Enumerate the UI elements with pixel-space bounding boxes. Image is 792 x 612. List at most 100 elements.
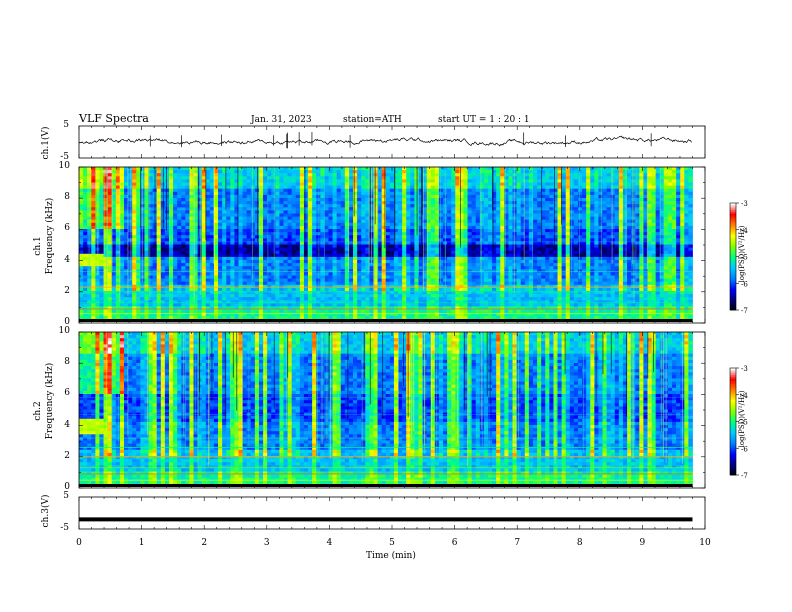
spectrogram-cell: [606, 176, 612, 180]
spectrogram-cell: [418, 213, 423, 217]
spectrogram-cell: [242, 263, 248, 267]
spectrogram-cell: [299, 201, 305, 205]
spectrogram-cell: [627, 247, 632, 252]
spectrogram-cell: [328, 198, 333, 202]
spectrogram-cell: [614, 263, 620, 267]
spectrogram-cell: [328, 241, 333, 245]
spectrogram-cell: [532, 219, 538, 224]
spectrogram-cell: [79, 219, 84, 224]
spectrogram-cell: [455, 176, 460, 180]
spectrogram-cell: [598, 232, 603, 236]
spectrogram-cell: [377, 176, 383, 180]
spectrogram-cell: [164, 188, 170, 193]
spectrogram-cell: [426, 176, 432, 180]
spectrogram-cell: [263, 213, 268, 217]
spectrogram-cell: [663, 191, 669, 196]
spectrogram-cell: [128, 256, 133, 261]
spectrogram-cell: [263, 182, 268, 186]
spectrogram-cell: [545, 185, 550, 190]
spectrogram-cell: [414, 198, 419, 202]
spectrogram-cell: [156, 194, 162, 199]
spectrogram-cell: [308, 250, 313, 255]
spectrogram-cell: [434, 198, 440, 202]
spectrogram-cell: [438, 216, 444, 221]
spectrogram-cell: [156, 219, 162, 224]
spectrogram-cell: [398, 222, 403, 227]
spectrogram-cell: [467, 170, 473, 174]
spectrogram-cell: [181, 260, 186, 264]
spectrogram-cell: [451, 198, 456, 202]
spectrogram-cell: [213, 188, 219, 193]
spectrogram-cell: [156, 170, 162, 174]
spectrogram-cell: [598, 185, 603, 190]
spectrogram-cell: [680, 241, 685, 245]
spectrogram-cell: [91, 170, 96, 174]
spectrogram-cell: [651, 210, 657, 214]
spectrogram-cell: [614, 232, 620, 236]
spectrogram-cell: [594, 201, 599, 205]
spectrogram-cell: [684, 235, 689, 239]
spectrogram-cell: [479, 263, 485, 267]
spectrogram-cell: [586, 250, 591, 255]
spectrogram-cell: [189, 182, 194, 186]
spectrogram-cell: [672, 250, 677, 255]
spectrogram-cell: [545, 225, 550, 230]
spectrogram-cell: [365, 253, 370, 258]
spectrogram-cell: [250, 219, 256, 224]
spectrogram-cell: [467, 222, 473, 227]
spectrogram-cell: [655, 256, 661, 261]
spectrogram-cell: [205, 238, 211, 242]
spectrogram-cell: [234, 247, 239, 252]
spectrogram-cell: [132, 238, 137, 242]
spectrogram-cell: [250, 247, 256, 252]
spectrogram-cell: [508, 238, 513, 242]
spectrogram-cell: [667, 210, 673, 214]
spectrogram-cell: [667, 204, 673, 208]
spectrogram-cell: [99, 198, 104, 202]
spectrogram-cell: [148, 253, 154, 258]
spectrogram-cell: [582, 188, 587, 193]
spectrogram-cell: [688, 179, 693, 183]
spectrogram-cell: [483, 263, 489, 267]
spectrogram-cell: [622, 238, 628, 242]
spectrogram-cell: [312, 235, 317, 239]
spectrogram-cell: [430, 235, 436, 239]
spectrogram-cell: [557, 253, 562, 258]
spectrogram-cell: [308, 198, 313, 202]
spectrogram-cell: [430, 229, 436, 233]
spectrogram-cell: [647, 194, 652, 199]
spectrogram-cell: [606, 201, 612, 205]
spectrogram-cell: [512, 260, 518, 264]
spectrogram-cell: [361, 188, 366, 193]
spectrogram-cell: [193, 170, 199, 174]
spectrogram-cell: [504, 241, 509, 245]
spectrogram-cell: [438, 238, 444, 242]
spectrogram-cell: [79, 229, 84, 233]
spectrogram-cell: [340, 250, 346, 255]
spectrogram-cell: [119, 247, 125, 252]
spectrogram-cell: [263, 219, 268, 224]
spectrogram-cell: [672, 182, 677, 186]
spectrogram-cell: [508, 219, 513, 224]
spectrogram-cell: [123, 188, 129, 193]
spectrogram-cell: [512, 263, 518, 267]
spectrogram-cell: [418, 216, 423, 221]
spectrogram-cell: [381, 250, 387, 255]
spectrogram-cell: [377, 170, 383, 174]
spectrogram-cell: [483, 182, 489, 186]
spectrogram-cell: [610, 201, 616, 205]
spectrogram-cell: [271, 263, 276, 267]
spectrogram-cell: [332, 213, 338, 217]
spectrogram-cell: [667, 229, 673, 233]
spectrogram-cell: [561, 244, 567, 248]
spectrogram-cell: [103, 213, 109, 217]
spectrogram-cell: [434, 194, 440, 199]
spectrogram-cell: [688, 204, 693, 208]
spectrogram-cell: [148, 194, 154, 199]
spectrogram-cell: [582, 185, 587, 190]
spectrogram-cell: [557, 194, 562, 199]
spectrogram-cell: [676, 201, 681, 205]
spectrogram-cell: [573, 244, 579, 248]
spectrogram-cell: [475, 219, 481, 224]
spectrogram-cell: [193, 229, 199, 233]
